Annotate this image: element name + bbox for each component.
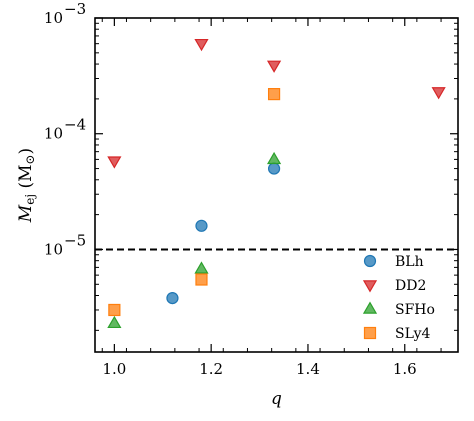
legend-marker-sfho [362, 301, 378, 314]
plot-area [94, 17, 459, 353]
data-point-dd2 [194, 38, 209, 52]
x-axis-title: q [271, 389, 282, 409]
y-tick-exponent: −4 [64, 116, 86, 134]
legend-label: SFHo [395, 302, 435, 318]
y-tick-label: 10 [44, 240, 63, 258]
x-axis: 1.0 1.2 1.4 1.6 [101, 18, 442, 378]
data-point-sly4 [108, 303, 121, 317]
data-points [107, 38, 446, 329]
legend-label: BLh [395, 254, 424, 270]
y-axis-title: Mej (M⊙) [16, 148, 37, 223]
y-tick-exponent: −5 [64, 231, 86, 249]
y-axis-title-part: M [16, 204, 36, 223]
y-axis-title-part: ⊙ [23, 154, 37, 164]
data-point-blh [166, 291, 179, 305]
data-point-blh [267, 162, 281, 175]
y-tick-label: 10 [44, 125, 63, 143]
y-tick-exponent: −3 [64, 0, 86, 18]
y-axis: 10−510−410−3 [44, 0, 458, 331]
x-tick-label: 1.4 [296, 360, 320, 378]
x-tick-label: 1.0 [102, 360, 126, 378]
data-point-blh [195, 219, 208, 232]
data-point-sly4 [195, 273, 208, 286]
data-point-sly4 [267, 88, 281, 101]
legend-label: SLy4 [395, 326, 431, 342]
data-point-sfho [194, 261, 209, 274]
data-point-dd2 [107, 156, 122, 169]
y-tick-label: 10 [44, 9, 63, 27]
data-point-sfho [266, 151, 282, 165]
plot-frame [94, 17, 459, 353]
data-point-dd2 [266, 60, 282, 73]
legend: BLh DD2 SFHo SLy4 [362, 254, 435, 342]
x-tick-label: 1.6 [393, 360, 417, 378]
legend-marker-sly4 [363, 326, 377, 340]
data-point-sfho [107, 315, 122, 329]
legend-marker-blh [363, 254, 377, 268]
y-axis-title-part: ej [23, 194, 37, 205]
data-point-dd2 [431, 87, 446, 100]
legend-label: DD2 [395, 278, 426, 294]
x-tick-label: 1.2 [199, 360, 223, 378]
y-axis-title-part: (M [16, 165, 36, 194]
legend-marker-dd2 [362, 280, 378, 293]
y-axis-title-part: ) [16, 148, 36, 155]
